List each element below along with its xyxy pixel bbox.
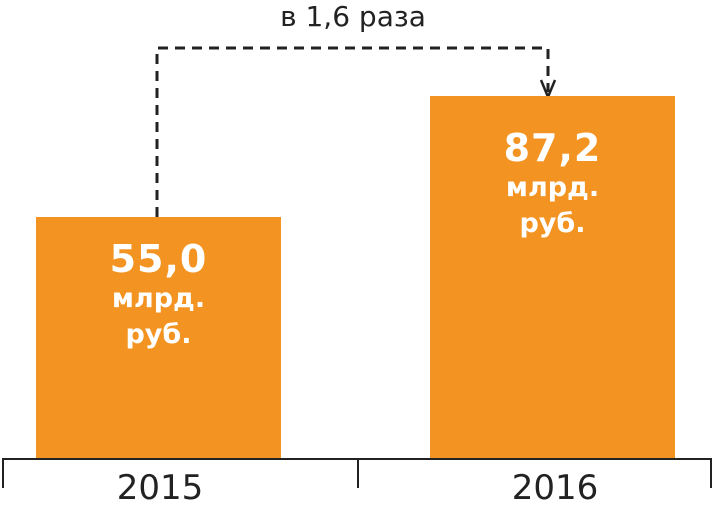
x-axis-tick bbox=[357, 458, 359, 488]
bar-2015: 55,0 млрд. руб. bbox=[36, 217, 281, 458]
growth-annotation: в 1,6 раза bbox=[280, 0, 426, 33]
bar-value: 87,2 bbox=[503, 126, 602, 170]
bar-unit: руб. bbox=[519, 208, 586, 239]
x-axis-tick bbox=[2, 458, 4, 488]
bar-unit: руб. bbox=[125, 319, 192, 350]
bar-value: 55,0 bbox=[109, 237, 208, 281]
x-axis-tick bbox=[710, 458, 712, 488]
x-tick-label-2015: 2015 bbox=[116, 468, 204, 508]
x-tick-label-2016: 2016 bbox=[511, 468, 599, 508]
bar-unit: млрд. bbox=[505, 172, 600, 203]
bar-unit: млрд. bbox=[111, 283, 206, 314]
bar-2016: 87,2 млрд. руб. bbox=[430, 96, 675, 458]
